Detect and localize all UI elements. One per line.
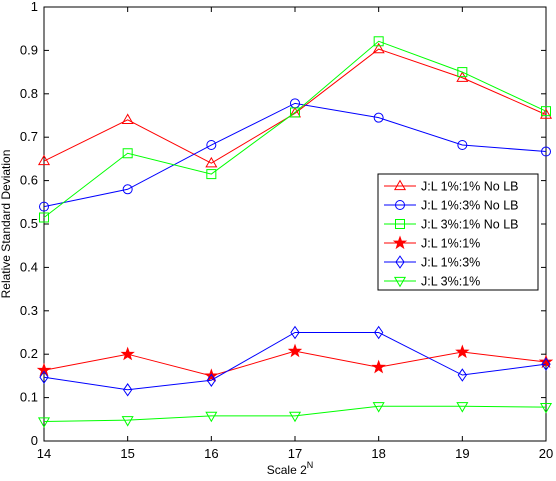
legend-item: J:L 3%:1% No LB <box>384 218 519 232</box>
data-point <box>457 140 468 151</box>
legend-marker <box>395 255 405 269</box>
legend-label: J:L 1%:1% <box>421 237 480 251</box>
legend: J:L 1%:1% No LB J:L 1%:3% No LB J:L 3%:1% … <box>377 173 539 291</box>
y-axis-label: Relative Standard Deviation <box>0 150 13 299</box>
series-5 <box>39 325 551 397</box>
data-point <box>457 368 467 382</box>
data-point <box>456 402 469 413</box>
data-point <box>121 113 134 124</box>
y-tick-label: 0.3 <box>20 303 38 318</box>
y-tick-label: 0.4 <box>20 259 38 274</box>
y-tick-label: 0.7 <box>20 129 38 144</box>
data-point <box>39 370 49 384</box>
data-point <box>287 343 303 358</box>
y-tick-label: 0.5 <box>20 216 38 231</box>
series-line <box>43 40 547 218</box>
data-point <box>206 373 216 387</box>
legend-marker <box>395 219 405 229</box>
data-point <box>120 346 135 361</box>
data-point <box>372 42 385 54</box>
y-tick-label: 0.8 <box>20 86 38 101</box>
data-point <box>121 416 134 427</box>
y-tick-label: 0.9 <box>20 42 38 57</box>
legend-item: J:L 1%:3% No LB <box>384 199 519 213</box>
series-line <box>43 48 547 164</box>
data-point <box>541 357 551 371</box>
y-tick-label: 0.2 <box>20 346 38 361</box>
legend-marker <box>393 179 407 191</box>
data-point <box>36 362 52 377</box>
legend-marker <box>395 200 405 210</box>
series-3 <box>39 36 551 223</box>
y-tick-label: 0.6 <box>20 173 38 188</box>
data-point <box>288 411 302 423</box>
data-point <box>373 36 384 47</box>
legend-item: J:L 1%:1% No LB <box>384 180 519 194</box>
legend-item: J:L 1%:1% <box>384 235 480 251</box>
series-layer <box>36 36 554 428</box>
legend-label: J:L 1%:1% No LB <box>421 180 519 194</box>
data-point <box>539 403 553 414</box>
legend-item: J:L 3%:1% <box>384 275 480 289</box>
data-point <box>455 344 470 359</box>
legend-item: J:L 1%:3% <box>384 255 480 270</box>
series-6 <box>37 402 553 428</box>
data-point <box>541 106 551 117</box>
data-point <box>123 383 133 397</box>
data-point <box>206 169 217 180</box>
legend-label: J:L 1%:3% <box>421 256 480 270</box>
legend-label: J:L 3%:1% No LB <box>421 218 519 232</box>
series-4 <box>36 343 554 383</box>
data-point <box>541 146 551 157</box>
data-point <box>206 140 217 151</box>
y-tick-label: 0 <box>31 433 38 448</box>
legend-box <box>377 173 539 291</box>
data-point <box>37 417 51 428</box>
x-tick-label: 20 <box>539 446 553 461</box>
x-axis-label-superscript: N <box>307 460 314 470</box>
x-tick-label: 18 <box>371 446 385 461</box>
data-point <box>290 107 300 118</box>
data-point <box>457 67 468 78</box>
data-point <box>290 325 300 340</box>
data-point <box>374 325 384 340</box>
data-point <box>39 212 49 223</box>
y-tick-label: 1 <box>31 0 38 14</box>
data-point <box>373 112 384 123</box>
series-line <box>43 102 547 208</box>
x-axis-label: Scale 2N <box>267 460 314 477</box>
data-point <box>39 201 49 212</box>
series-line <box>43 332 547 391</box>
x-tick-label: 15 <box>120 446 134 461</box>
data-point <box>204 368 219 383</box>
data-point <box>205 156 218 168</box>
data-point <box>205 411 218 423</box>
axis-ticks: 14 15 16 17 18 19 20 0 0.1 0.2 0.3 0.4 0.5 0.6 0.7 0.8 0… <box>20 0 553 461</box>
data-point <box>372 402 385 413</box>
x-tick-label: 17 <box>288 446 302 461</box>
data-point <box>37 154 51 166</box>
data-point <box>122 184 133 195</box>
data-point <box>122 148 133 159</box>
y-tick-label: 0.1 <box>20 390 38 405</box>
series-2 <box>39 98 551 212</box>
data-point <box>539 108 553 119</box>
x-tick-label: 19 <box>455 446 469 461</box>
legend-label: J:L 1%:3% No LB <box>421 199 519 213</box>
legend-marker <box>392 235 408 250</box>
legend-label: J:L 3%:1% <box>421 275 480 289</box>
x-tick-label: 16 <box>204 446 218 461</box>
series-line <box>43 405 547 422</box>
x-tick-label: 14 <box>37 446 51 461</box>
legend-marker <box>393 276 407 288</box>
data-point <box>371 359 386 374</box>
